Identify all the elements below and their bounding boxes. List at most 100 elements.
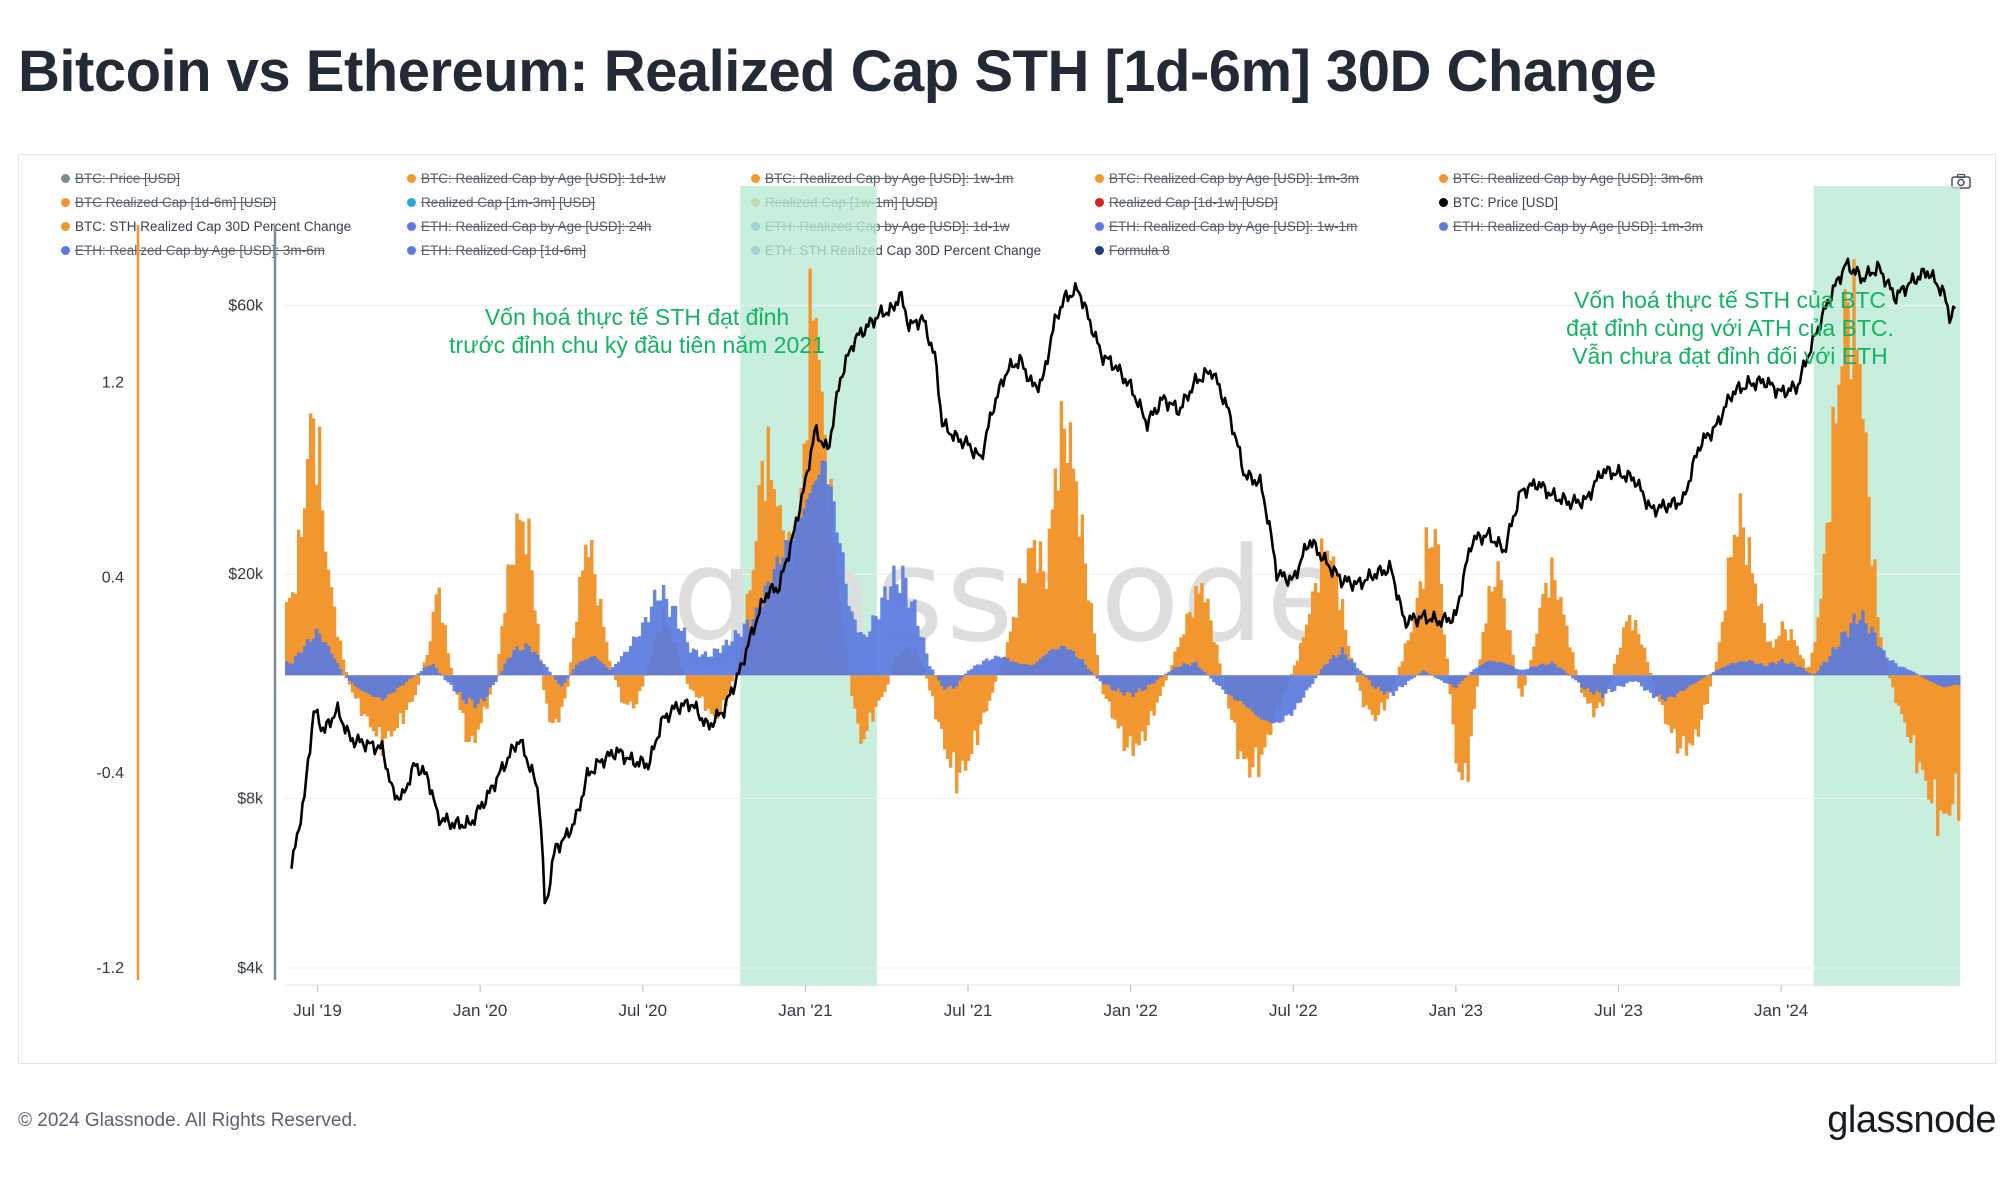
eth-bar [1358, 670, 1363, 676]
btc-bar [1666, 675, 1671, 726]
eth-bar [1840, 632, 1844, 676]
eth-bar [482, 675, 486, 702]
eth-bar [1167, 672, 1171, 676]
eth-bar [422, 667, 426, 676]
eth-bar [1209, 675, 1213, 679]
legend-item[interactable]: BTC: Realized Cap by Age [USD]: 3m-6m [1439, 171, 1703, 186]
legend-item[interactable]: ETH: Realized Cap by Age [USD]: 1w-1m [1095, 219, 1357, 234]
eth-bar [1918, 675, 1922, 676]
legend-item[interactable]: Formula 8 [1095, 243, 1170, 258]
eth-bar [862, 634, 866, 676]
eth-bar [1266, 675, 1270, 721]
btc-bar [1403, 643, 1408, 676]
btc-bar [1729, 556, 1734, 676]
btc-bar [1627, 614, 1632, 676]
btc-bar [1571, 652, 1575, 676]
legend-item[interactable]: Realized Cap [1d-1w] [USD] [1095, 195, 1278, 210]
eth-bar [1684, 675, 1689, 689]
eth-bar [1322, 664, 1327, 676]
btc-bar [1176, 647, 1180, 676]
btc-bar [1747, 537, 1752, 676]
eth-bar [1394, 675, 1399, 691]
eth-bar [694, 649, 699, 676]
eth-bar [664, 598, 669, 676]
btc-bar [407, 675, 412, 703]
btc-bar [1873, 559, 1877, 676]
legend-dot-icon [61, 222, 70, 231]
eth-bar [1385, 675, 1390, 692]
eth-bar [1648, 675, 1653, 693]
legend-item[interactable]: BTC Realized Cap [1d-6m] [USD] [61, 195, 276, 210]
eth-bar [515, 646, 519, 676]
eth-bar [1430, 675, 1434, 676]
eth-bar [1924, 675, 1928, 680]
eth-bar [1595, 675, 1599, 691]
btc-bar [1367, 675, 1372, 710]
eth-bar [709, 656, 714, 676]
legend-item[interactable]: BTC: Realized Cap by Age [USD]: 1m-3m [1095, 171, 1359, 186]
legend-item[interactable]: BTC: Realized Cap by Age [USD]: 1d-1w [407, 171, 666, 186]
legend-item[interactable]: BTC: Realized Cap by Age [USD]: 1w-1m [751, 171, 1013, 186]
btc-bar [1822, 554, 1826, 676]
eth-bar [996, 656, 1001, 676]
eth-bar [1290, 675, 1294, 716]
btc-bar [1044, 588, 1049, 676]
eth-bar [1813, 673, 1817, 676]
btc-bar [1705, 675, 1710, 704]
eth-bar [1633, 675, 1638, 682]
eth-bar [1292, 675, 1297, 710]
eth-bar [874, 616, 878, 676]
eth-bar [1086, 668, 1090, 676]
legend-item[interactable]: BTC: Price [USD] [1439, 195, 1558, 210]
btc-bar [1023, 583, 1028, 676]
eth-bar [296, 652, 301, 676]
eth-bar [892, 565, 896, 676]
eth-bar [1846, 637, 1850, 676]
legend-item[interactable]: ETH: Realized Cap [1d-6m] [407, 243, 586, 258]
btc-bar [395, 675, 400, 729]
btc-bar [1029, 547, 1034, 676]
camera-icon[interactable] [1951, 173, 1971, 189]
eth-bar [1149, 675, 1153, 685]
price-axis-tick-label: $20k [228, 566, 264, 583]
eth-bar [883, 586, 887, 676]
btc-bar [1864, 432, 1868, 676]
eth-bar [347, 675, 352, 681]
eth-bar [1810, 674, 1814, 676]
eth-bar [1891, 660, 1895, 676]
eth-bar [969, 669, 974, 676]
btc-bar [1466, 675, 1470, 782]
btc-bar [425, 654, 429, 676]
footer-logo[interactable]: glassnode [1827, 1099, 1996, 1141]
btc-bar [1035, 572, 1040, 676]
legend-item[interactable]: BTC: STH Realized Cap 30D Percent Change [61, 219, 351, 234]
btc-bar [886, 675, 890, 685]
eth-bar [1014, 662, 1019, 676]
legend-item[interactable]: ETH: Realized Cap by Age [USD]: 24h [407, 219, 651, 234]
eth-bar [640, 622, 645, 676]
btc-bar [625, 675, 630, 705]
eth-bar [700, 654, 705, 676]
eth-bar [1720, 667, 1725, 676]
eth-bar [1203, 672, 1207, 676]
eth-bar [1559, 667, 1563, 676]
btc-bar [1891, 675, 1895, 688]
legend-item[interactable]: BTC: Price [USD] [61, 171, 180, 186]
legend-dot-icon [1095, 246, 1104, 255]
btc-bar [473, 675, 477, 743]
eth-bar [338, 669, 343, 676]
left-axis-tick-label: -1.2 [96, 960, 124, 977]
eth-bar [1879, 648, 1883, 676]
eth-bar [434, 668, 438, 676]
eth-bar [1490, 661, 1494, 676]
legend-item[interactable]: Realized Cap [1m-3m] [USD] [407, 195, 595, 210]
eth-bar [1532, 666, 1536, 676]
eth-bar [820, 460, 824, 676]
btc-bar [545, 675, 549, 704]
btc-bar [1014, 617, 1019, 676]
legend-item[interactable]: ETH: Realized Cap by Age [USD]: 1m-3m [1439, 219, 1703, 234]
eth-bar [1200, 669, 1204, 676]
eth-bar [1038, 658, 1043, 676]
eth-bar [805, 499, 809, 676]
eth-bar [1454, 675, 1458, 689]
